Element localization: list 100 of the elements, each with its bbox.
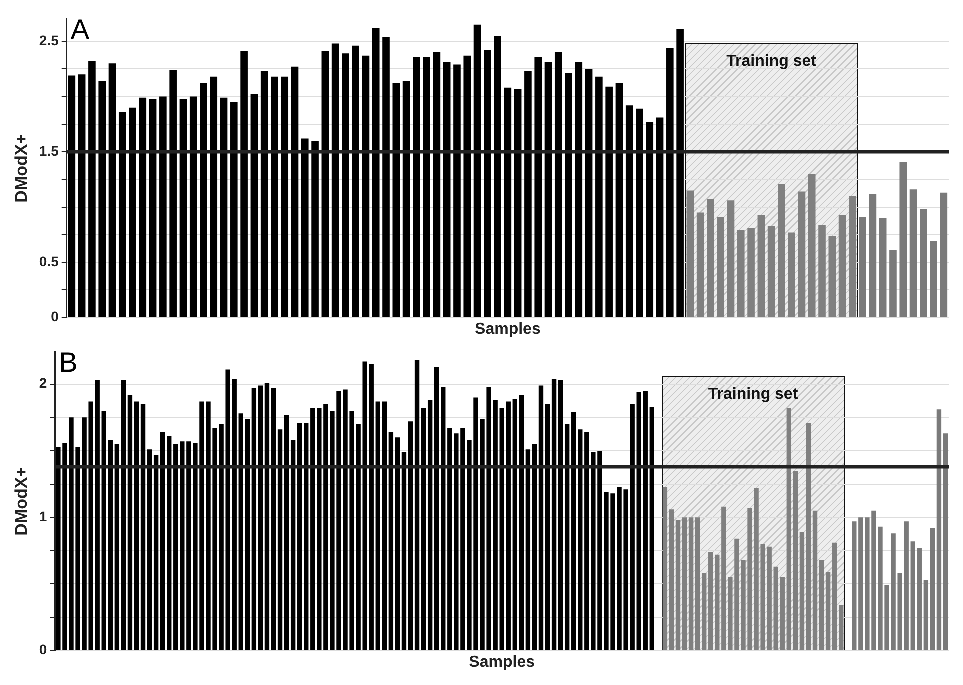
bar (129, 108, 136, 318)
bar (278, 430, 283, 650)
bar (626, 106, 634, 318)
bar (454, 64, 461, 318)
bar (636, 108, 644, 318)
bar (544, 62, 552, 318)
bar (798, 192, 806, 318)
bar (910, 190, 918, 318)
bar (532, 444, 538, 650)
bar (786, 408, 792, 650)
bar (702, 574, 707, 650)
bar (301, 138, 309, 318)
bar (271, 388, 276, 650)
y-tick-label: 2.5 (39, 32, 60, 48)
bar (504, 88, 512, 318)
bar (686, 190, 694, 318)
bar (526, 450, 531, 650)
x-axis-title: Samples (469, 654, 536, 671)
bar (800, 532, 805, 650)
bar (408, 422, 414, 650)
bar (924, 580, 929, 650)
bar (575, 62, 583, 318)
bar (849, 196, 856, 318)
bar (362, 56, 370, 318)
bar (646, 122, 654, 318)
bar (376, 402, 380, 650)
bar (140, 404, 146, 650)
bar (930, 242, 938, 318)
bar (443, 62, 451, 318)
bar (552, 379, 557, 650)
bar (917, 548, 922, 650)
bar (545, 404, 550, 650)
bar (134, 402, 140, 650)
bar (666, 48, 674, 318)
bar (245, 419, 250, 650)
y-tick-label: 0 (39, 642, 48, 658)
bar (114, 444, 120, 650)
bar (413, 56, 420, 318)
bar (108, 64, 116, 318)
bar (578, 430, 583, 650)
bar (669, 510, 674, 650)
bar (312, 140, 319, 318)
bar (200, 84, 208, 318)
bar (818, 224, 826, 318)
chart-title: B (59, 347, 78, 378)
bar (304, 423, 309, 650)
bar (68, 76, 76, 318)
bar (160, 432, 166, 650)
bar (281, 76, 289, 318)
y-tick-label: 1.5 (39, 142, 60, 159)
bar (464, 56, 472, 318)
bar (190, 96, 198, 318)
y-tick-label: 2 (39, 375, 48, 392)
bar (102, 411, 106, 650)
bar (717, 217, 725, 318)
bar (369, 364, 374, 650)
bar (788, 232, 796, 318)
bar (758, 215, 766, 318)
bar (812, 510, 818, 650)
bar (554, 52, 562, 318)
bar (238, 414, 244, 650)
bar (930, 528, 936, 650)
bar (220, 98, 228, 318)
bar (890, 250, 897, 318)
bar (695, 518, 700, 650)
bar (388, 432, 394, 650)
bar (643, 391, 648, 650)
bar (748, 228, 755, 318)
bar (682, 518, 688, 650)
bar (534, 56, 542, 318)
annotation: Training set (726, 53, 818, 72)
bar (290, 440, 296, 650)
bar (297, 423, 302, 650)
bar (585, 69, 593, 318)
bar (310, 408, 316, 650)
bar (806, 423, 812, 650)
bar (879, 218, 887, 318)
bar (943, 434, 948, 650)
bar (160, 96, 167, 318)
bar (662, 486, 668, 650)
bar (859, 217, 866, 318)
bar (174, 444, 178, 650)
bar (428, 400, 433, 650)
bar (819, 560, 824, 650)
bar (170, 70, 177, 318)
bar (433, 52, 441, 318)
bar (636, 392, 642, 650)
bar (342, 54, 350, 318)
bar (512, 399, 518, 650)
bar (606, 86, 613, 318)
bar (250, 94, 258, 318)
bar (727, 200, 735, 318)
bar (707, 200, 714, 318)
bar (402, 81, 410, 318)
bar (676, 520, 681, 650)
bar (920, 209, 928, 318)
annotation: Training set (707, 386, 800, 404)
bar (395, 438, 400, 650)
bar (382, 37, 390, 318)
bar (688, 518, 694, 650)
